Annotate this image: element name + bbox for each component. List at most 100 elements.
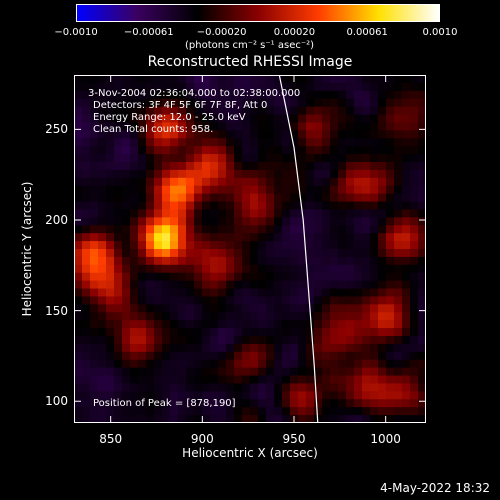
heatmap-cell (210, 336, 219, 345)
heatmap-cell (122, 351, 131, 361)
heatmap-cell (114, 383, 123, 392)
heatmap-cell (314, 407, 323, 416)
heatmap-cell (218, 75, 227, 84)
heatmap-cell (274, 375, 283, 385)
heatmap-cell (274, 225, 283, 234)
heatmap-cell (306, 106, 315, 116)
heatmap-cell (290, 304, 299, 313)
heatmap-cell (394, 75, 403, 84)
heatmap-cell (154, 169, 163, 179)
heatmap-cell (234, 296, 243, 305)
heatmap-cell (282, 114, 291, 124)
heatmap-cell (402, 312, 411, 321)
heatmap-cell (418, 296, 426, 305)
heatmap-cell (82, 367, 91, 377)
heatmap-cell (194, 90, 203, 100)
heatmap-cell (282, 185, 291, 195)
heatmap-cell (130, 288, 139, 298)
heatmap-cell (234, 328, 243, 337)
heatmap-cell (242, 82, 251, 92)
heatmap-cell (370, 90, 379, 100)
heatmap-cell (202, 296, 211, 305)
heatmap-cell (106, 130, 115, 139)
heatmap-cell (202, 328, 211, 337)
heatmap-cell (362, 312, 371, 321)
heatmap-cell (290, 296, 299, 305)
heatmap-cell (410, 280, 419, 290)
heatmap-cell (370, 217, 379, 226)
heatmap-cell (162, 320, 171, 329)
heatmap-cell (418, 280, 426, 290)
heatmap-cell (122, 343, 131, 353)
heatmap-cell (362, 391, 371, 400)
heatmap-cell (370, 312, 379, 321)
heatmap-cell (418, 225, 426, 234)
heatmap-cell (226, 75, 235, 84)
heatmap-cell (202, 90, 211, 100)
heatmap-cell (114, 82, 123, 92)
heatmap-cell (346, 114, 355, 124)
heatmap-cell (274, 304, 283, 313)
heatmap-cell (266, 415, 275, 423)
heatmap-cell (210, 114, 219, 124)
heatmap-cell (122, 98, 131, 108)
y-tick-label: 250 (45, 122, 68, 137)
heatmap-cell (130, 343, 139, 353)
heatmap-cell (338, 383, 347, 392)
heatmap-cell (346, 217, 355, 226)
heatmap-cell (338, 90, 347, 100)
heatmap-cell (258, 367, 267, 377)
heatmap-cell (250, 138, 259, 147)
heatmap-cell (402, 75, 411, 84)
heatmap-cell (418, 249, 426, 258)
heatmap-cell (202, 272, 211, 282)
heatmap-cell (178, 122, 187, 131)
heatmap-cell (394, 154, 403, 163)
heatmap-cell (258, 146, 267, 155)
heatmap-cell (210, 407, 219, 416)
heatmap-cell (122, 296, 131, 305)
heatmap-cell (402, 391, 411, 400)
heatmap-cell (218, 90, 227, 100)
heatmap-cell (298, 264, 307, 274)
heatmap-cell (362, 169, 371, 179)
heatmap-cell (290, 122, 299, 131)
heatmap-cell (74, 217, 83, 226)
heatmap-cell (338, 106, 347, 116)
heatmap-cell (98, 130, 107, 139)
heatmap-cell (298, 82, 307, 92)
heatmap-cell (242, 98, 251, 108)
heatmap-cell (98, 177, 107, 187)
heatmap-cell (74, 296, 83, 305)
heatmap-cell (402, 272, 411, 282)
heatmap-cell (242, 280, 251, 290)
heatmap-cell (314, 312, 323, 321)
heatmap-cell (394, 130, 403, 139)
heatmap-cell (194, 383, 203, 392)
heatmap-cell (202, 264, 211, 274)
heatmap-cell (122, 209, 131, 218)
heatmap-cell (194, 336, 203, 345)
heatmap-cell (114, 264, 123, 274)
heatmap-cell (186, 359, 195, 369)
heatmap-cell (178, 169, 187, 179)
heatmap-cell (322, 272, 331, 282)
total-counts-label: Clean Total counts: 958. (93, 124, 214, 135)
heatmap-cell (154, 82, 163, 92)
heatmap-cell (354, 391, 363, 400)
heatmap-cell (418, 90, 426, 100)
heatmap-cell (394, 249, 403, 258)
heatmap-cell (274, 391, 283, 400)
heatmap-cell (218, 217, 227, 226)
heatmap-cell (210, 399, 219, 408)
heatmap-cell (250, 375, 259, 385)
heatmap-cell (170, 336, 179, 345)
heatmap-cell (178, 98, 187, 108)
heatmap-cell (162, 264, 171, 274)
heatmap-cell (242, 375, 251, 385)
heatmap-cell (242, 122, 251, 131)
heatmap-cell (114, 154, 123, 163)
heatmap-cell (194, 201, 203, 211)
heatmap-cell (138, 177, 147, 187)
heatmap-cell (330, 312, 339, 321)
